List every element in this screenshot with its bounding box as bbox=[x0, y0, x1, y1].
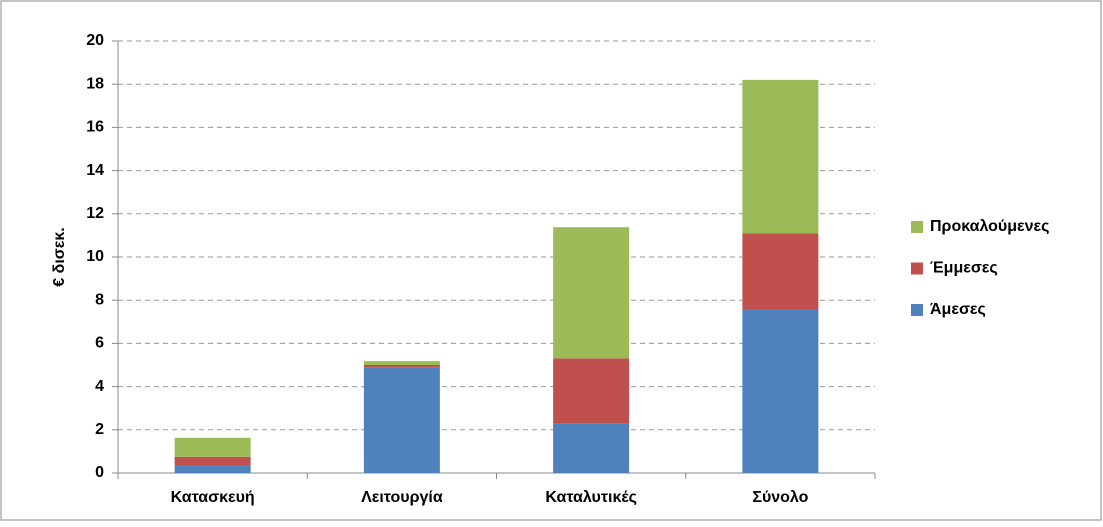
y-axis-label: € δισεκ. bbox=[51, 227, 68, 286]
bar-segment bbox=[742, 79, 819, 234]
y-tick-label: 14 bbox=[86, 162, 104, 179]
legend-label: Έμμεσες bbox=[930, 260, 998, 277]
bar-segment bbox=[174, 465, 251, 473]
y-tick-label: 10 bbox=[86, 248, 104, 265]
y-tick-label: 20 bbox=[86, 32, 104, 49]
x-tick-label: Καταλυτικές bbox=[545, 489, 637, 506]
legend-label: Άμεσες bbox=[930, 301, 986, 318]
bar-segment bbox=[553, 358, 630, 424]
bar-segment bbox=[174, 437, 251, 457]
y-tick-label: 18 bbox=[86, 75, 104, 92]
bar-segment bbox=[174, 456, 251, 466]
legend-swatch bbox=[911, 262, 923, 275]
y-tick-label: 0 bbox=[95, 464, 104, 481]
bar-segment bbox=[742, 233, 819, 310]
legend-swatch bbox=[911, 304, 923, 316]
x-tick-label: Σύνολο bbox=[752, 489, 808, 506]
y-tick-label: 12 bbox=[86, 205, 104, 222]
bar-segment bbox=[363, 361, 440, 365]
legend-swatch bbox=[911, 221, 923, 233]
y-tick-label: 6 bbox=[95, 335, 104, 352]
bar-segment bbox=[742, 309, 819, 473]
bar-segment bbox=[363, 365, 440, 368]
legend-label: Προκαλούμενες bbox=[930, 218, 1049, 235]
y-tick-label: 16 bbox=[86, 119, 104, 136]
y-tick-label: 4 bbox=[95, 378, 104, 395]
y-tick-label: 2 bbox=[95, 421, 104, 438]
x-tick-label: Κατασκευή bbox=[171, 489, 255, 506]
bar-segment bbox=[553, 423, 630, 473]
bar-segment bbox=[363, 367, 440, 473]
x-tick-label: Λειτουργία bbox=[361, 489, 443, 506]
y-tick-label: 8 bbox=[95, 291, 104, 308]
bar-segment bbox=[553, 227, 630, 359]
